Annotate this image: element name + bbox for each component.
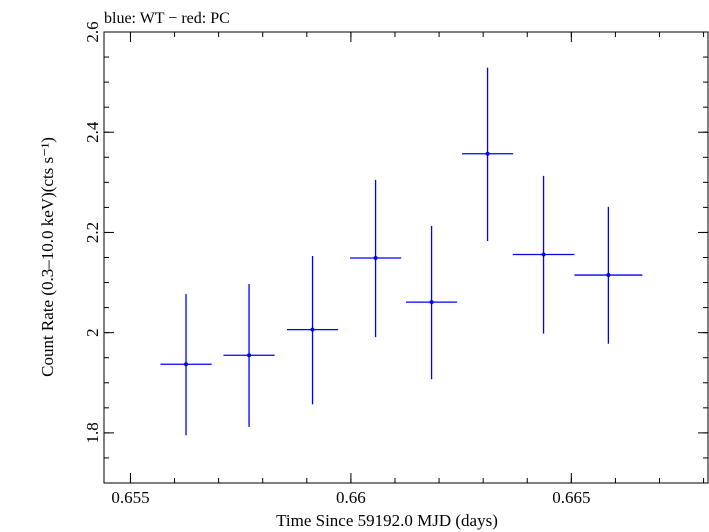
y-axis-label: Count Rate (0.3–10.0 keV)(cts s⁻¹) xyxy=(38,137,57,377)
data-point xyxy=(485,151,490,156)
data-point xyxy=(310,327,315,332)
plot-frame xyxy=(103,31,709,484)
data-point xyxy=(184,362,189,367)
y-tick-label: 2.4 xyxy=(83,121,102,143)
data-point xyxy=(247,353,252,358)
y-tick-label: 1.8 xyxy=(83,422,102,443)
y-tick-label: 2 xyxy=(83,328,102,337)
data-point xyxy=(373,256,378,261)
x-axis-ticks: 0.655 0.66 0.665 xyxy=(111,32,705,507)
x-tick-label: 0.665 xyxy=(552,488,590,507)
data-series xyxy=(160,67,643,436)
chart-title: blue: WT − red: PC xyxy=(104,10,230,27)
y-tick-label: 2.6 xyxy=(83,21,102,42)
y-tick-label: 2.2 xyxy=(83,222,102,243)
y-axis-ticks: 1.8 2 2.2 2.4 2.6 xyxy=(83,21,708,484)
x-axis-label: Time Since 59192.0 MJD (days) xyxy=(276,511,498,530)
data-point xyxy=(541,252,546,257)
data-point xyxy=(429,300,434,305)
x-tick-label: 0.655 xyxy=(111,488,149,507)
data-point xyxy=(606,273,611,278)
x-tick-label: 0.66 xyxy=(336,488,366,507)
